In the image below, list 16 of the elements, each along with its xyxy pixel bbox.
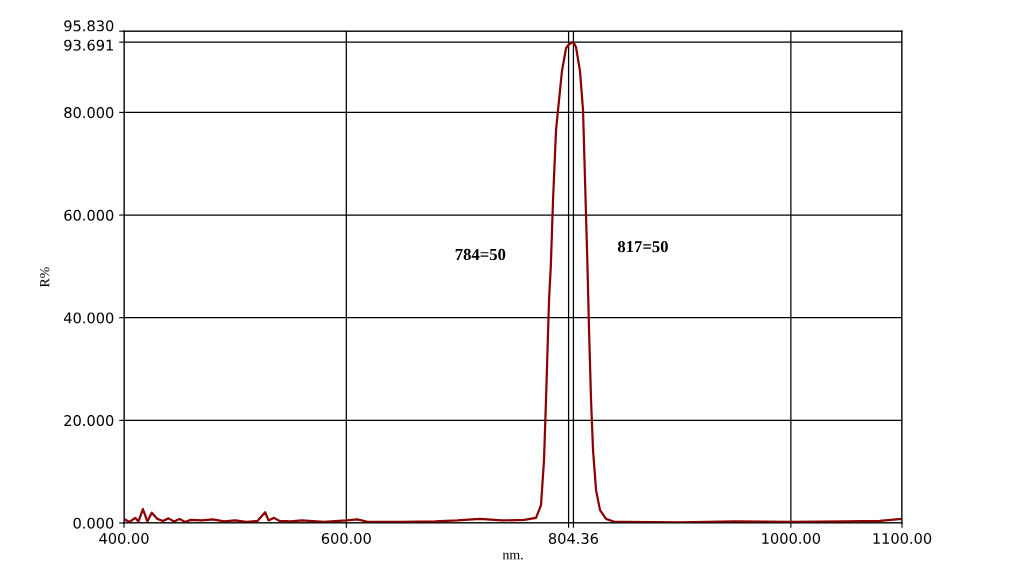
y-tick-label: 80.000: [64, 107, 114, 119]
y-tick-label: 0.000: [73, 517, 114, 529]
x-tick-label: 1100.00: [873, 532, 932, 544]
y-tick-label: 40.000: [63, 312, 114, 324]
annotation: 817=50: [617, 240, 668, 253]
y-tick-label: 60.000: [64, 209, 114, 221]
y-tick-label: 95.830: [64, 20, 114, 32]
x-tick-label: 804.36: [548, 532, 599, 544]
x-tick-label: 400.00: [99, 532, 149, 544]
x-axis-title: nm.: [502, 552, 523, 560]
x-tick-label: 1000.00: [762, 532, 821, 544]
x-tick-label: 600.00: [321, 532, 371, 544]
y-tick-label: 93.691: [64, 39, 113, 51]
y-axis-title: R%: [39, 267, 50, 288]
y-tick-label: 20.000: [64, 415, 114, 427]
annotation: 784=50: [455, 248, 506, 261]
